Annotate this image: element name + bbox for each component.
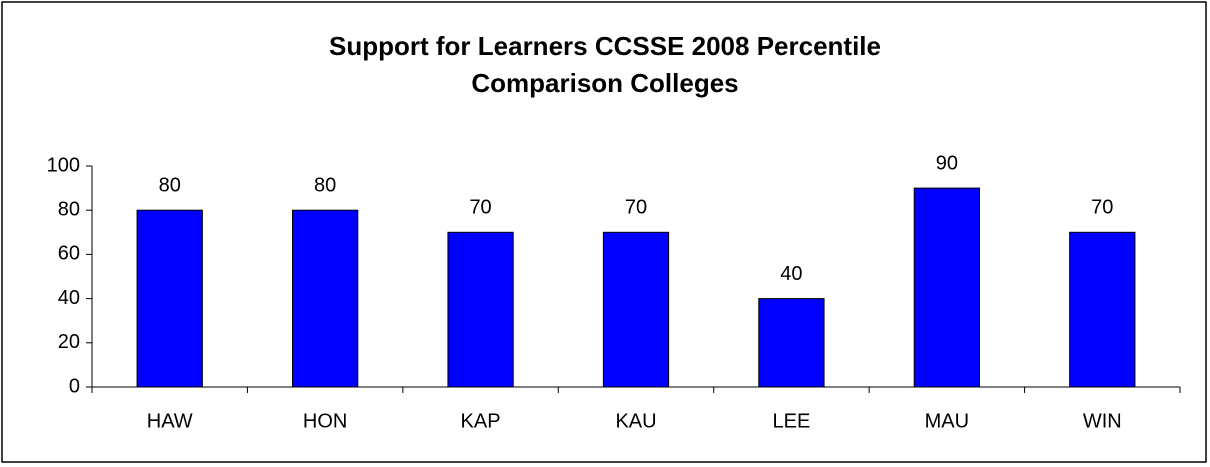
x-tick-label: KAU (615, 410, 656, 432)
x-tick-label: MAU (925, 410, 969, 432)
chart-title: Support for Learners CCSSE 2008 Percenti… (329, 31, 881, 98)
y-tick-label: 40 (58, 287, 80, 309)
x-tick-label: HAW (147, 410, 193, 432)
data-label: 80 (314, 174, 336, 196)
data-label: 70 (469, 197, 491, 219)
x-tick-label: LEE (773, 410, 811, 432)
bar (913, 187, 980, 388)
data-label: 70 (1091, 197, 1113, 219)
bar (602, 231, 670, 388)
data-label: 40 (780, 263, 802, 285)
y-tick-label: 0 (69, 375, 80, 397)
bar (447, 231, 514, 388)
bar (292, 209, 359, 388)
y-tick-label: 20 (58, 331, 80, 353)
data-label: 80 (159, 174, 181, 196)
x-tick-label: WIN (1083, 410, 1122, 432)
x-tick-label: KAP (461, 410, 501, 432)
bar (1069, 231, 1136, 388)
y-tick-label: 100 (47, 154, 80, 176)
x-tick-label: HON (303, 410, 347, 432)
y-tick-label: 80 (58, 198, 80, 220)
data-label: 70 (625, 197, 647, 219)
bar (758, 298, 825, 388)
data-label: 90 (936, 152, 958, 174)
bar (136, 209, 203, 388)
y-tick-label: 60 (58, 243, 80, 265)
